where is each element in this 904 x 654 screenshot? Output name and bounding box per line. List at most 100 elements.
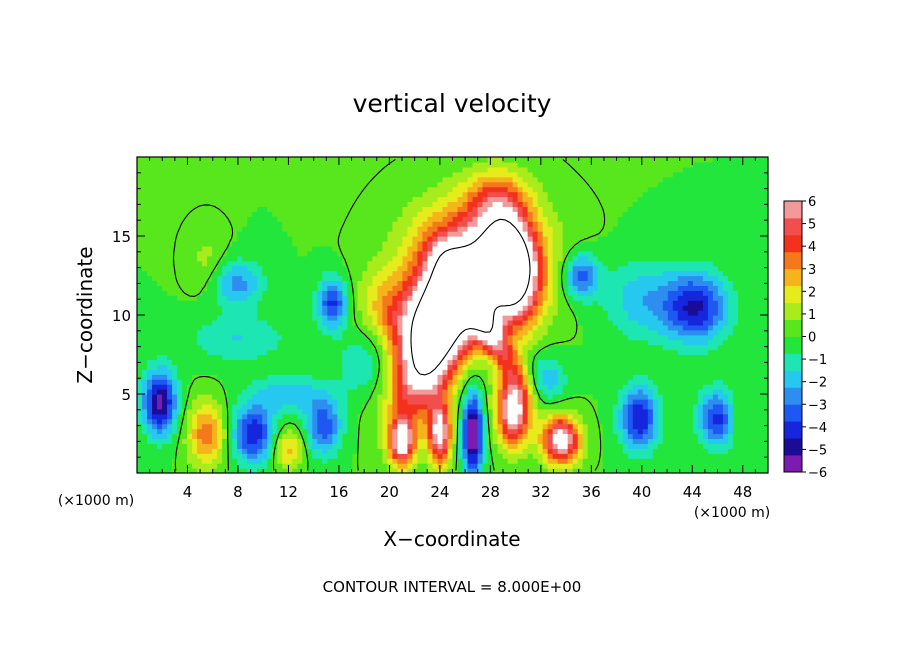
- heat-cell: [667, 280, 674, 286]
- heat-cell: [542, 319, 549, 326]
- heat-cell: [242, 389, 248, 395]
- heat-cell: [552, 290, 559, 296]
- heat-cell: [357, 428, 363, 435]
- heat-cell: [712, 319, 719, 326]
- heat-cell: [512, 403, 519, 410]
- heat-cell: [752, 285, 759, 291]
- heat-cell: [452, 344, 459, 351]
- heat-cell: [587, 324, 594, 331]
- heat-cell: [282, 403, 288, 410]
- heat-cell: [382, 364, 388, 370]
- heat-cell: [522, 280, 529, 286]
- heat-cell: [612, 354, 619, 361]
- heat-cell: [737, 453, 744, 459]
- heat-cell: [427, 379, 434, 385]
- heat-cell: [692, 319, 699, 326]
- heat-cell: [677, 310, 684, 316]
- heat-cell: [527, 339, 534, 346]
- heat-cell: [747, 329, 754, 336]
- heat-cell: [317, 364, 323, 370]
- heat-cell: [737, 359, 744, 365]
- heat-cell: [752, 428, 759, 435]
- heat-cell: [242, 453, 248, 459]
- heat-cell: [512, 315, 519, 321]
- heat-cell: [187, 310, 193, 316]
- heat-cell: [542, 329, 549, 336]
- heat-cell: [252, 275, 258, 282]
- heat-cell: [302, 418, 308, 425]
- heat-cell: [417, 349, 424, 356]
- heat-cell: [302, 354, 308, 361]
- heat-cell: [562, 354, 569, 361]
- heat-cell: [382, 403, 388, 410]
- heat-cell: [202, 285, 208, 291]
- heat-cell: [182, 433, 188, 440]
- heat-cell: [337, 453, 343, 459]
- heat-cell: [672, 344, 679, 351]
- heat-cell: [722, 280, 729, 286]
- heat-cell: [267, 453, 273, 459]
- heat-cell: [282, 369, 288, 375]
- heat-cell: [382, 319, 388, 326]
- heat-cell: [642, 413, 649, 420]
- heat-cell: [332, 408, 338, 415]
- heat-cell: [452, 359, 459, 365]
- heat-cell: [337, 275, 343, 282]
- heat-cell: [697, 443, 704, 449]
- heat-cell: [282, 285, 288, 291]
- heat-cell: [552, 344, 559, 351]
- heat-cell: [587, 280, 594, 286]
- heat-cell: [222, 428, 228, 435]
- heat-cell: [577, 310, 584, 316]
- heat-cell: [157, 295, 163, 301]
- heat-cell: [487, 349, 494, 356]
- heat-cell: [752, 300, 759, 306]
- heat-cell: [292, 354, 298, 361]
- heat-cell: [297, 315, 303, 321]
- heat-cell: [272, 408, 278, 415]
- heat-cell: [192, 349, 198, 356]
- heat-cell: [547, 394, 554, 400]
- heat-cell: [567, 408, 574, 415]
- heat-cell: [217, 359, 223, 365]
- heat-cell: [192, 319, 198, 326]
- heat-cell: [407, 428, 414, 435]
- heat-cell: [742, 408, 749, 415]
- heat-cell: [667, 324, 674, 331]
- heat-cell: [617, 310, 624, 316]
- heat-cell: [327, 398, 333, 405]
- heat-cell: [637, 290, 644, 296]
- heat-cell: [387, 374, 394, 380]
- heat-cell: [652, 379, 659, 385]
- heat-cell: [567, 418, 574, 425]
- heat-cell: [677, 443, 684, 449]
- heat-cell: [757, 324, 764, 331]
- heat-cell: [697, 418, 704, 425]
- heat-cell: [747, 453, 754, 459]
- heat-cell: [682, 398, 689, 405]
- heat-cell: [632, 324, 639, 331]
- heat-cell: [722, 403, 729, 410]
- heat-cell: [137, 324, 143, 331]
- heat-cell: [157, 285, 163, 291]
- heat-cell: [687, 339, 694, 346]
- heat-cell: [307, 374, 313, 380]
- heat-cell: [667, 433, 674, 440]
- heat-cell: [272, 295, 278, 301]
- heat-cell: [547, 379, 554, 385]
- heat-cell: [177, 305, 183, 311]
- heat-cell: [287, 280, 293, 286]
- heat-cell: [452, 300, 459, 306]
- heat-cell: [412, 344, 419, 351]
- heat-cell: [352, 394, 358, 400]
- heat-cell: [162, 438, 168, 444]
- heat-cell: [177, 443, 183, 449]
- heat-cell: [207, 364, 213, 370]
- heat-cell: [582, 398, 589, 405]
- heat-cell: [357, 438, 363, 444]
- heat-cell: [377, 369, 383, 375]
- heat-cell: [277, 394, 283, 400]
- heat-cell: [412, 413, 419, 420]
- heat-cell: [397, 433, 404, 440]
- heat-cell: [577, 384, 584, 390]
